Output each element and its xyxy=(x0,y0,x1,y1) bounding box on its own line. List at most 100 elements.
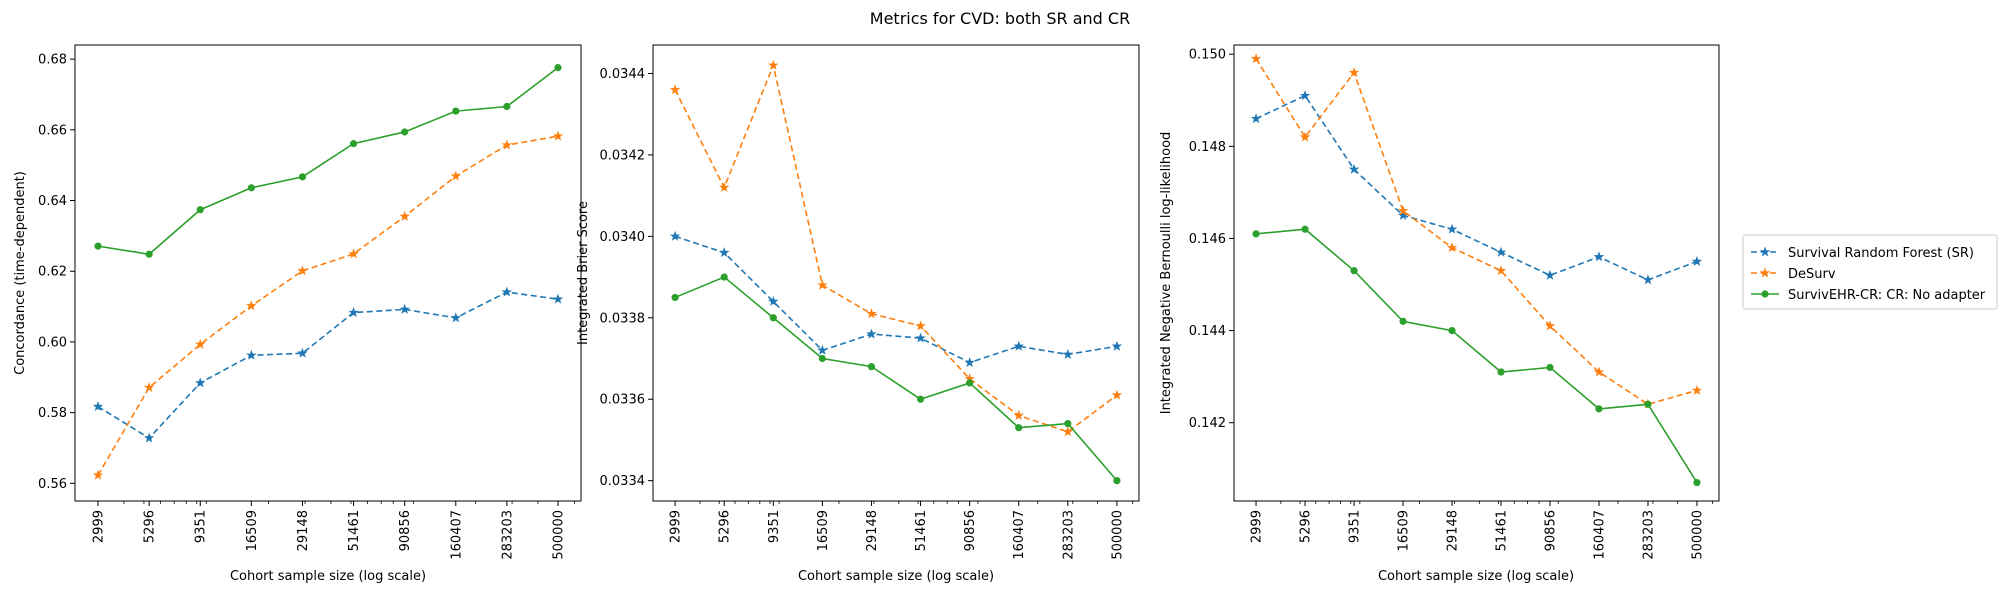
x-tick-label: 500000 xyxy=(1110,510,1125,560)
x-tick-label: 90856 xyxy=(963,510,978,551)
data-point xyxy=(1446,223,1458,234)
data-point xyxy=(348,307,359,318)
data-point xyxy=(246,300,257,311)
x-tick-label: 51461 xyxy=(1495,510,1510,551)
legend-marker-shape xyxy=(1759,246,1771,257)
x-tick-label: 9351 xyxy=(767,510,782,543)
legend-label: SurvivEHR-CR: CR: No adapter xyxy=(1788,288,1986,303)
data-point xyxy=(1062,426,1074,437)
y-tick-label: 0.144 xyxy=(1189,324,1226,339)
data-point xyxy=(1593,366,1605,377)
figure-title: Metrics for CVD: both SR and CR xyxy=(870,9,1130,28)
data-point xyxy=(1062,348,1074,359)
data-point xyxy=(297,347,308,358)
x-tick-label: 160407 xyxy=(1592,510,1607,560)
concordance-chart: 0.56 0.58 0.60 0.62 0.64 0.66 0.68 2999 5296 9351… xyxy=(13,44,582,584)
y-tick-label: 0.0334 xyxy=(600,474,646,489)
y-tick-label: 0.0340 xyxy=(600,230,646,245)
data-point xyxy=(501,286,513,297)
y-tick-label: 0.0338 xyxy=(600,311,646,326)
data-point xyxy=(1691,384,1703,395)
series-line xyxy=(674,235,1118,364)
y-tick-label: 0.0336 xyxy=(600,393,646,408)
x-tick-label: 500000 xyxy=(1690,510,1705,560)
data-point xyxy=(552,293,564,304)
data-point xyxy=(247,184,255,192)
data-point xyxy=(1644,400,1652,408)
x-tick-label: 9351 xyxy=(194,510,209,543)
data-point xyxy=(195,338,206,349)
data-point xyxy=(1497,368,1505,376)
data-point xyxy=(1250,53,1262,64)
legend: Survival Random Forest (SR) DeSurv Survi… xyxy=(1742,234,1998,310)
data-point xyxy=(718,247,730,258)
series-line xyxy=(1255,58,1698,406)
y-tick-label: 0.146 xyxy=(1189,232,1226,247)
y-tick-label: 0.142 xyxy=(1189,416,1226,431)
x-tick-label: 160407 xyxy=(449,510,464,560)
series-line xyxy=(97,291,559,440)
data-point xyxy=(1064,420,1072,428)
data-point xyxy=(1544,269,1556,280)
legend-entry-survivehr: SurvivEHR-CR: CR: No adapter xyxy=(1751,288,1986,303)
data-point xyxy=(143,432,155,443)
x-tick-label: 29148 xyxy=(1446,510,1461,551)
data-point xyxy=(720,273,728,281)
x-tick-label: 283203 xyxy=(500,510,515,560)
data-point xyxy=(1301,225,1309,233)
series-survival-random-forest-sr xyxy=(669,230,1123,367)
x-tick-label: 5296 xyxy=(1299,510,1314,543)
series-line xyxy=(674,276,1118,482)
data-point xyxy=(1111,389,1123,400)
data-point xyxy=(450,312,461,323)
series-survival-random-forest-sr xyxy=(92,286,564,443)
data-point xyxy=(1348,67,1360,78)
data-point xyxy=(1015,424,1023,432)
data-point xyxy=(1299,90,1311,101)
x-tick-label: 160407 xyxy=(1012,510,1027,560)
data-point xyxy=(450,170,461,181)
x-tick-label: 16509 xyxy=(245,510,260,551)
x-tick-label: 51461 xyxy=(347,510,362,551)
data-point xyxy=(866,328,877,339)
y-tick-label: 0.0344 xyxy=(600,67,646,82)
plot-frame xyxy=(1233,44,1720,502)
data-point xyxy=(1111,340,1123,351)
x-tick-label: 29148 xyxy=(296,510,311,551)
x-tick-label: 2999 xyxy=(92,510,107,543)
data-point xyxy=(399,210,410,221)
data-point xyxy=(867,363,876,371)
series-line xyxy=(1255,94,1698,281)
data-point xyxy=(1546,363,1554,372)
data-point xyxy=(964,357,975,367)
y-tick-label: 0.58 xyxy=(38,406,67,421)
data-point xyxy=(817,279,828,290)
data-point xyxy=(1446,242,1458,253)
y-tick-label: 0.66 xyxy=(38,123,67,138)
y-tick-label: 0.60 xyxy=(38,335,67,350)
series-survival-random-forest-sr xyxy=(1250,90,1703,285)
data-point xyxy=(349,140,358,148)
x-tick-label: 51461 xyxy=(914,510,929,551)
legend-marker xyxy=(1759,246,1771,257)
data-point xyxy=(554,64,562,72)
data-point xyxy=(915,320,926,331)
series-survivehr-cr-cr-no-adapter xyxy=(94,64,562,258)
legend-marker xyxy=(1761,290,1769,298)
data-point xyxy=(1299,131,1311,142)
series-line xyxy=(1255,228,1698,484)
plot-frame xyxy=(74,44,582,502)
legend-marker-shape xyxy=(1759,267,1771,278)
y-axis-label: Concordance (time-dependent) xyxy=(13,171,28,375)
data-point xyxy=(92,469,104,480)
data-point xyxy=(1448,326,1456,335)
data-point xyxy=(1350,267,1358,275)
data-point xyxy=(94,242,102,250)
data-point xyxy=(1691,256,1703,266)
data-point xyxy=(399,303,410,314)
data-point xyxy=(818,354,826,363)
data-point xyxy=(817,344,828,355)
data-point xyxy=(145,250,153,258)
data-point xyxy=(768,296,779,306)
legend-marker-shape xyxy=(1761,290,1769,298)
